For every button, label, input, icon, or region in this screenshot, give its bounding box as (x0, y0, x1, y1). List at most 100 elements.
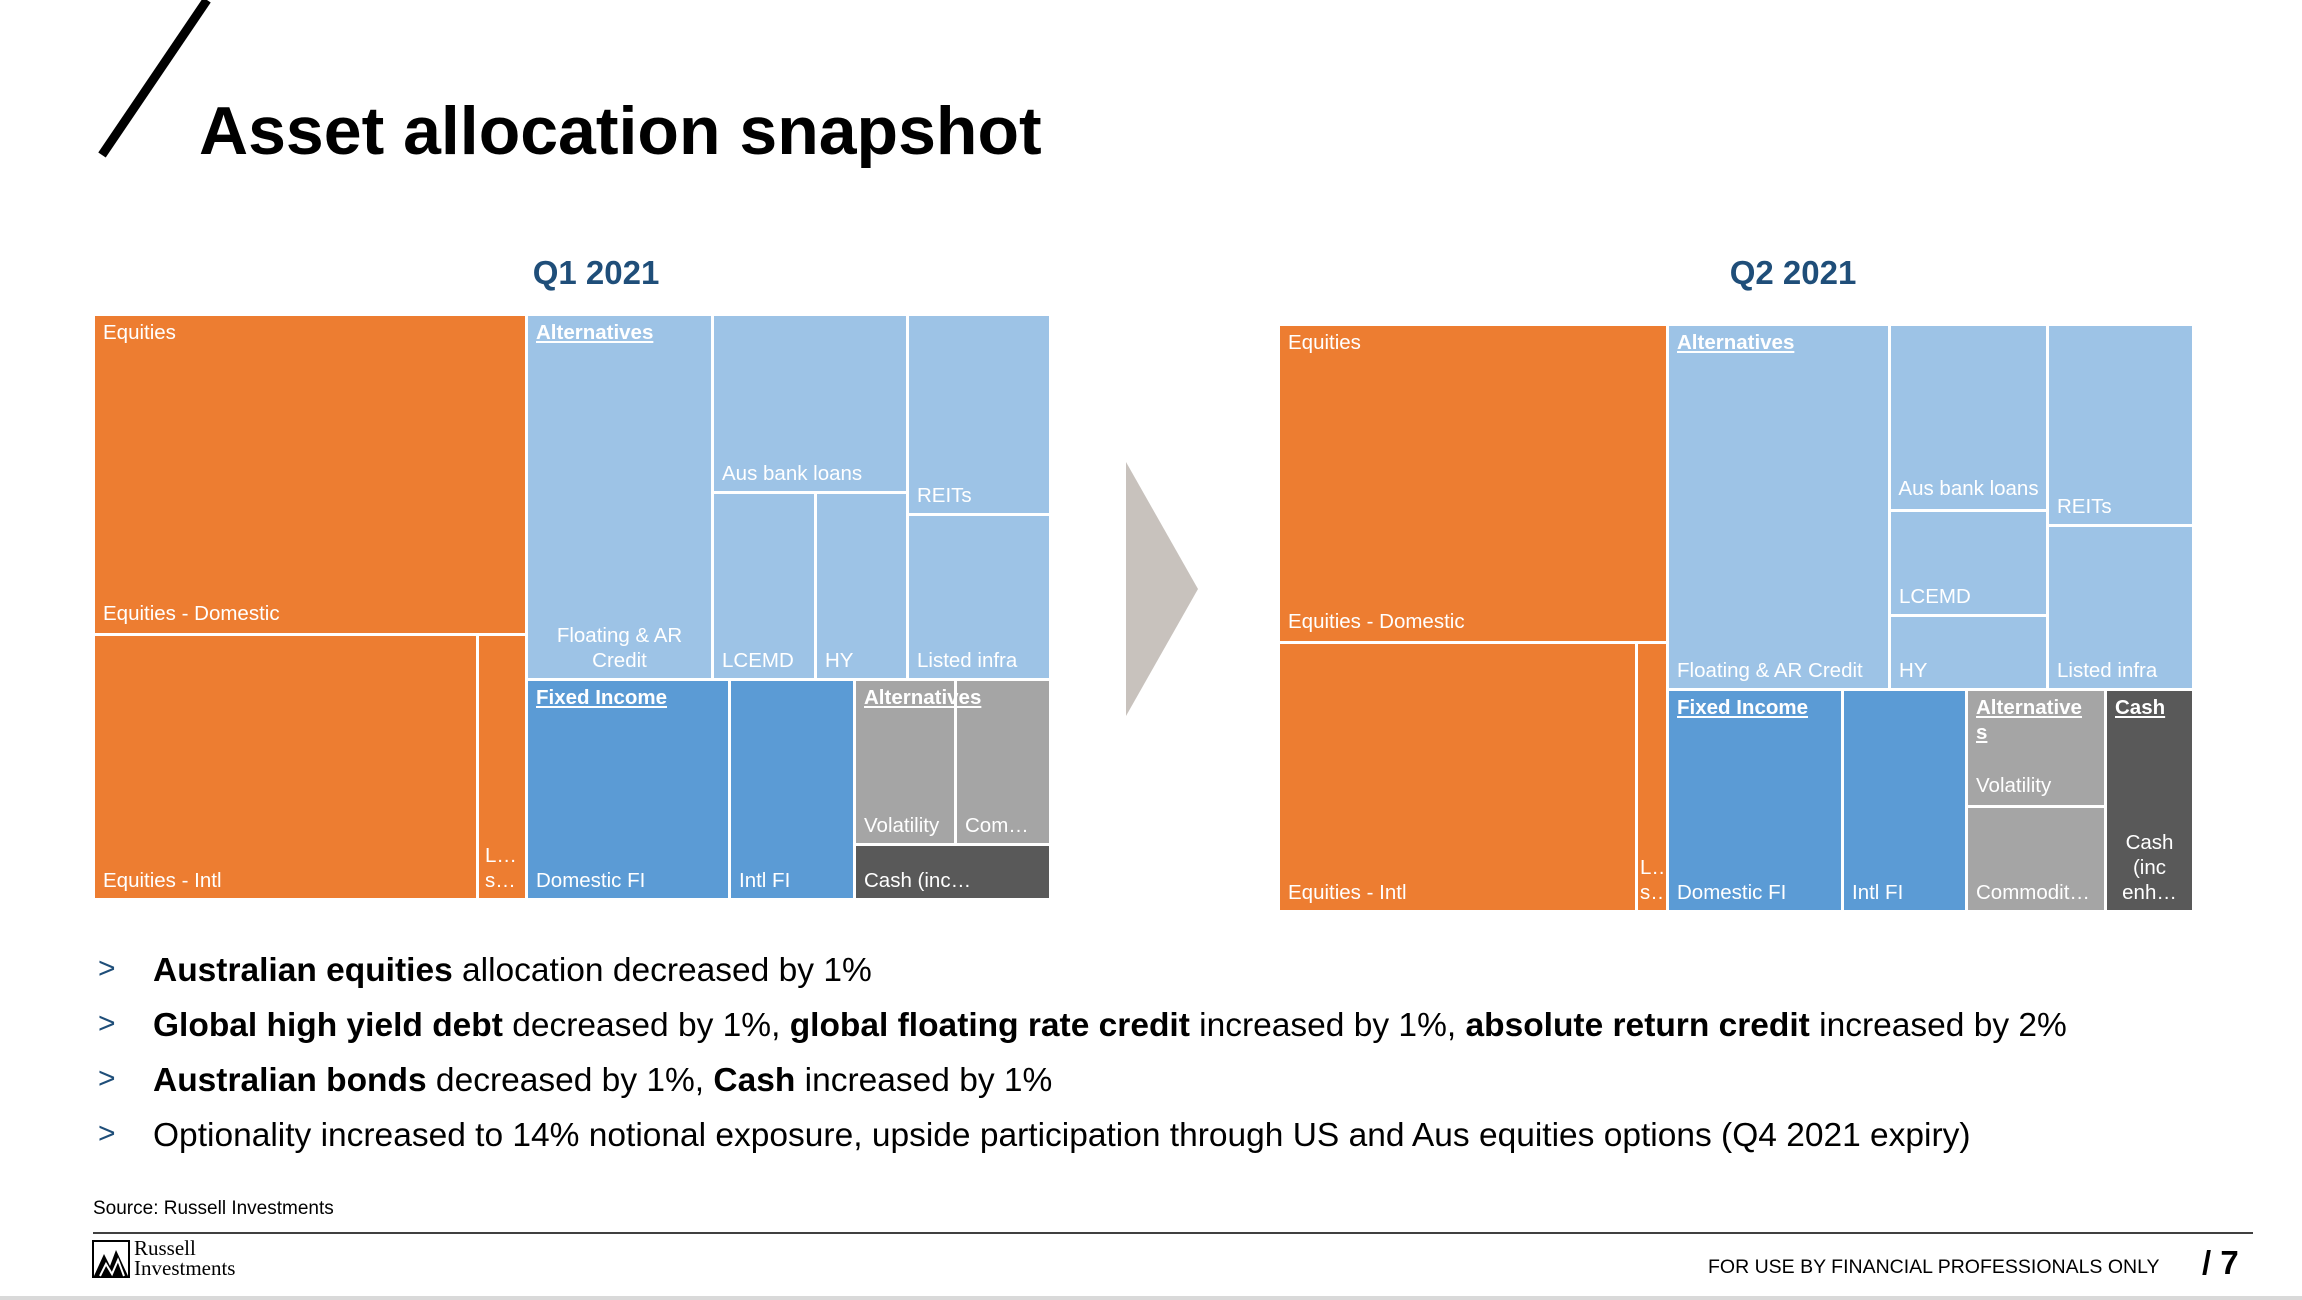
bullet-marker: > (98, 952, 116, 985)
q2-alternatives-header: Alternatives (1677, 331, 1795, 354)
q1-equities-other: L… s… (479, 636, 525, 898)
bullet-item: > Optionality increased to 14% notional e… (96, 1111, 2246, 1166)
q1-cash-label: Cash (inc… (864, 869, 972, 892)
q2-equities-other-label-top: L… (1640, 856, 1666, 879)
q1-floating-ar-credit: Alternatives Floating & AR Credit (528, 316, 711, 678)
bullet-emphasis: Global high yield debt (153, 1007, 503, 1044)
q2-cash-label: Cash (inc enh… (2122, 831, 2177, 904)
russell-mountain-icon (92, 1240, 130, 1278)
q1-reits: REITs (909, 316, 1049, 513)
q1-aus-bank-loans-label: Aus bank loans (722, 462, 863, 485)
bullet-emphasis: Australian bonds (153, 1062, 427, 1099)
q1-domestic-fi: Fixed Income Domestic FI (528, 681, 728, 898)
q2-equities-domestic: Equities Equities - Domestic (1280, 326, 1666, 641)
bullet-text-segment: increased by 1% (795, 1062, 1053, 1099)
q1-alternatives-liquid-header: Alternatives (856, 681, 1049, 711)
q2-domestic-fi-label: Domestic FI (1677, 881, 1787, 904)
q1-listed-infra: Listed infra (909, 516, 1049, 678)
q1-cash: Cash (inc… (856, 846, 1049, 898)
q2-equities-other-label-bottom: s… (1640, 881, 1666, 904)
logo-wordmark: Russell Investments (134, 1236, 235, 1279)
bullet-text-segment: increased by 1%, (1189, 1007, 1466, 1044)
title-slash-decoration (98, 0, 211, 158)
footer-divider (93, 1232, 2253, 1234)
q1-fixed-income-header: Fixed Income (536, 686, 668, 709)
bullet-marker: > (98, 1007, 116, 1040)
q1-equities-intl: Equities - Intl (95, 636, 476, 898)
q2-chart-title: Q2 2021 (1729, 254, 1857, 291)
professional-use-disclaimer: FOR USE BY FINANCIAL PROFESSIONALS ONLY (1708, 1256, 2160, 1278)
q2-intl-fi-label: Intl FI (1852, 881, 1904, 904)
q1-lcemd: LCEMD (714, 494, 814, 678)
q1-reits-label: REITs (917, 484, 972, 507)
q2-equities-domestic-label: Equities - Domestic (1288, 610, 1465, 633)
bullet-emphasis: global floating rate credit (789, 1007, 1190, 1044)
q1-equities-other-label-bottom: s… (485, 869, 516, 892)
q2-lcemd-label: LCEMD (1899, 585, 1971, 608)
q1-alternatives-liquid-label: Alternatives (864, 686, 982, 709)
bottom-rule (0, 1296, 2302, 1300)
q2-cash-header: Cash (2115, 696, 2166, 719)
bullet-text-segment: decreased by 1%, (502, 1007, 790, 1044)
q2-treemap: Equities Equities - Domestic Equities - … (1280, 326, 2192, 910)
bullet-marker: > (98, 1062, 116, 1095)
logo-line-1: Russell (134, 1236, 196, 1260)
q2-intl-fi: Intl FI (1844, 691, 1965, 910)
russell-investments-logo: Russell Investments (92, 1236, 262, 1284)
q2-reits-label: REITs (2057, 495, 2112, 518)
bullet-marker: > (98, 1117, 116, 1150)
q1-floating-ar-credit-label: Floating & AR Credit (556, 624, 683, 672)
q1-volatility: Volatility (856, 681, 954, 843)
q1-hy: HY (817, 494, 906, 678)
q1-equities-domestic: Equities Equities - Domestic (95, 316, 525, 633)
bullet-emphasis: Australian equities (153, 952, 453, 989)
key-changes-list: > Australian equities allocation decrease… (96, 946, 2246, 1166)
q1-equities-domestic-label: Equities - Domestic (103, 602, 280, 625)
bullet-text: Australian bonds decreased by 1%, Cash i… (153, 1056, 1052, 1106)
bullet-text-segment: Optionality increased to 14% notional ex… (153, 1117, 1971, 1154)
q2-reits: REITs (2049, 326, 2192, 524)
q1-listed-infra-label: Listed infra (917, 649, 1018, 672)
q2-hy-label: HY (1899, 659, 1928, 682)
q2-volatility-label: Volatility (1976, 774, 2052, 797)
bullet-text: Australian equities allocation decreased… (153, 946, 872, 996)
q1-commodities: Com… (957, 681, 1049, 843)
bullet-text: Optionality increased to 14% notional ex… (153, 1111, 1971, 1161)
q2-domestic-fi: Fixed Income Domestic FI (1669, 691, 1841, 910)
q2-commodities: Commodit… (1968, 808, 2104, 910)
source-note: Source: Russell Investments (93, 1198, 334, 1219)
q2-hy: HY (1891, 617, 2046, 688)
bullet-text-segment: allocation decreased by 1% (452, 952, 872, 989)
q2-cash: Cash Cash (inc enh… (2107, 691, 2192, 910)
q2-equities-header: Equities (1288, 331, 1361, 354)
q1-hy-label: HY (825, 649, 854, 672)
q2-aus-bank-loans-label: Aus bank loans (1898, 477, 2039, 500)
transition-arrow (1126, 462, 1198, 716)
q1-aus-bank-loans: Aus bank loans (714, 316, 906, 491)
q2-listed-infra: Listed infra (2049, 527, 2192, 688)
q2-floating-ar-credit-label: Floating & AR Credit (1677, 659, 1863, 682)
bullet-item: > Global high yield debt decreased by 1%,… (96, 1001, 2246, 1056)
q2-alternatives-liquid-header: Alternatives (1976, 696, 2082, 744)
q2-listed-infra-label: Listed infra (2057, 659, 2158, 682)
q2-equities-intl: Equities - Intl (1280, 644, 1635, 910)
q1-intl-fi: Intl FI (731, 681, 853, 898)
q1-equities-other-label-top: L… (485, 844, 517, 867)
q1-equities-header: Equities (103, 321, 176, 344)
q1-commodities-label: Com… (965, 814, 1029, 837)
q1-equities-intl-label: Equities - Intl (103, 869, 222, 892)
q2-aus-bank-loans: Aus bank loans (1891, 326, 2046, 509)
q1-alternatives-header: Alternatives (536, 321, 654, 344)
q1-chart-title: Q1 2021 (532, 254, 660, 291)
q2-equities-other: L… s… (1638, 644, 1666, 910)
q1-treemap: Equities Equities - Domestic Equities - … (95, 316, 1049, 898)
q2-commodities-label: Commodit… (1976, 881, 2090, 904)
q2-floating-ar-credit: Alternatives Floating & AR Credit (1669, 326, 1888, 688)
q2-fixed-income-header: Fixed Income (1677, 696, 1809, 719)
q1-lcemd-label: LCEMD (722, 649, 794, 672)
q2-equities-intl-label: Equities - Intl (1288, 881, 1407, 904)
page-title: Asset allocation snapshot (199, 93, 1042, 169)
page-number: / 7 (2202, 1244, 2239, 1281)
q2-lcemd: LCEMD (1891, 512, 2046, 614)
bullet-item: > Australian bonds decreased by 1%, Cash … (96, 1056, 2246, 1111)
